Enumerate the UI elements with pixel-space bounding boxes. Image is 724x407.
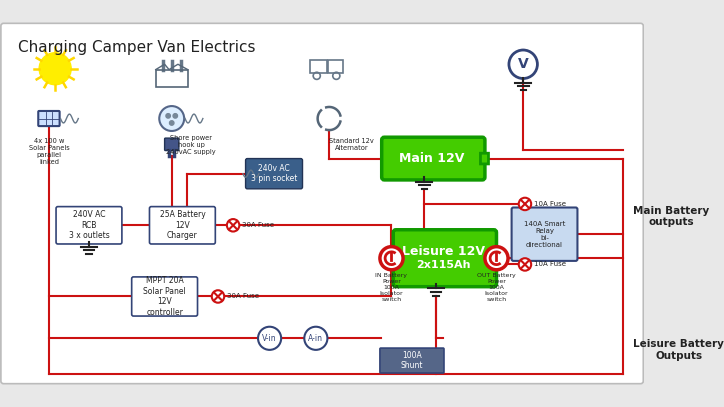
FancyBboxPatch shape [393,230,497,287]
FancyBboxPatch shape [512,208,578,261]
Circle shape [159,106,184,131]
Text: 2x115Ah: 2x115Ah [416,260,471,270]
FancyBboxPatch shape [132,277,198,316]
Circle shape [380,247,403,270]
Text: 100A
Shunt: 100A Shunt [400,351,424,370]
Text: 140A Smart
Relay
bi-
directional: 140A Smart Relay bi- directional [524,221,565,248]
Circle shape [211,290,224,303]
Circle shape [227,219,240,232]
Circle shape [509,50,537,79]
FancyBboxPatch shape [1,23,644,384]
Text: Main 12V: Main 12V [399,152,464,165]
Text: 4x 100 w
Solar Panels
parallel
linked: 4x 100 w Solar Panels parallel linked [28,138,70,165]
Circle shape [166,114,170,118]
Text: Leisure 12V: Leisure 12V [402,245,484,258]
Text: V: V [518,57,529,71]
Text: Charging Camper Van Electrics: Charging Camper Van Electrics [18,40,256,55]
FancyBboxPatch shape [382,137,485,180]
Text: Standard 12v
Alternator: Standard 12v Alternator [329,138,374,151]
Text: Leisure Battery
Outputs: Leisure Battery Outputs [634,339,724,361]
Text: OUT Battery
Power
100A
Isolator
switch: OUT Battery Power 100A Isolator switch [477,274,516,302]
Circle shape [518,198,531,210]
Text: Main Battery
outputs: Main Battery outputs [634,206,710,227]
FancyBboxPatch shape [164,138,179,151]
Text: A-in: A-in [308,334,324,343]
Text: 240V AC
RCB
3 x outlets: 240V AC RCB 3 x outlets [69,210,109,240]
Text: 30A Fuse: 30A Fuse [227,293,259,300]
Text: IN Battery
Power
100A
Isolator
switch: IN Battery Power 100A Isolator switch [376,274,408,302]
FancyBboxPatch shape [56,207,122,244]
Text: Shore power
hook up
240vAC supply: Shore power hook up 240vAC supply [167,135,216,155]
FancyBboxPatch shape [38,111,59,126]
Text: V-in: V-in [262,334,277,343]
FancyBboxPatch shape [149,207,215,244]
FancyBboxPatch shape [481,153,489,164]
Circle shape [518,258,531,271]
Circle shape [39,53,71,85]
Circle shape [485,247,508,270]
Text: 25A Battery
12V
Charger: 25A Battery 12V Charger [159,210,206,240]
Text: 10A Fuse: 10A Fuse [534,261,566,267]
FancyBboxPatch shape [245,159,303,189]
FancyBboxPatch shape [380,348,444,373]
Circle shape [258,327,281,350]
Bar [310,60,327,73]
Bar [328,60,342,73]
Text: 240v AC
3 pin socket: 240v AC 3 pin socket [251,164,298,184]
FancyBboxPatch shape [492,253,500,264]
Circle shape [169,121,174,125]
Text: 10A Fuse: 10A Fuse [534,201,566,207]
Bar [156,70,188,88]
Circle shape [173,114,177,118]
Text: MPPT 20A
Solar Panel
12V
controller: MPPT 20A Solar Panel 12V controller [143,276,186,317]
Circle shape [304,327,327,350]
Text: 30A Fuse: 30A Fuse [242,222,274,228]
